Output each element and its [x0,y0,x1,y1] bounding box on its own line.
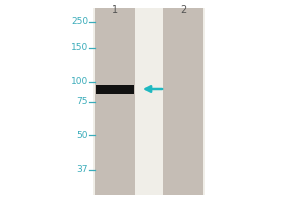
Bar [93,8,205,195]
Text: 1: 1 [112,5,118,15]
Bar [96,84,134,94]
Text: 250: 250 [71,18,88,26]
Bar [95,8,135,195]
Text: 37: 37 [76,166,88,174]
Text: 2: 2 [180,5,186,15]
Text: 75: 75 [76,98,88,106]
Bar [163,8,203,195]
Text: 150: 150 [71,44,88,52]
Text: 50: 50 [76,130,88,140]
Text: 100: 100 [71,77,88,86]
